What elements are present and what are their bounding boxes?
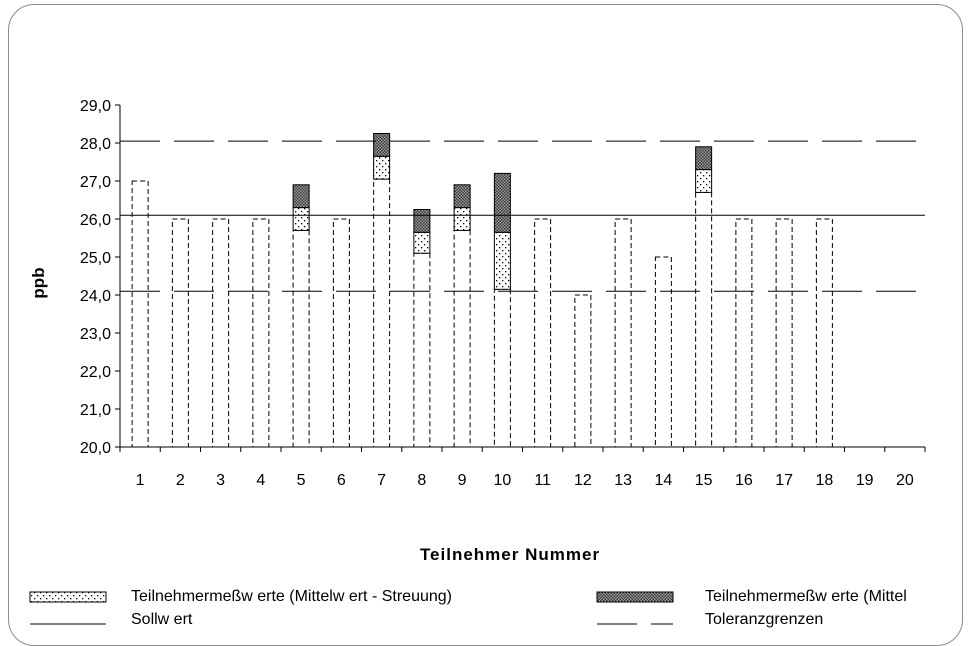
bar-2 xyxy=(171,218,189,448)
x-tick-label: 15 xyxy=(695,472,713,489)
bar-12 xyxy=(574,294,592,448)
x-tick-label: 8 xyxy=(417,472,426,489)
y-tick-label: 20,0 xyxy=(80,440,111,457)
bar-base-5 xyxy=(292,229,310,448)
x-tick-label: 11 xyxy=(534,472,551,489)
legend-label-spread-high: Teilnehmermeßw erte (Mittel xyxy=(705,588,907,605)
bar-3 xyxy=(212,218,230,448)
bar-13 xyxy=(614,218,632,448)
bar-11 xyxy=(534,218,552,448)
bar-4 xyxy=(252,218,270,448)
x-tick-label: 14 xyxy=(654,472,672,489)
x-tick-label: 9 xyxy=(458,472,467,489)
bar-spread-low-9 xyxy=(453,207,471,231)
bar-17 xyxy=(775,218,793,448)
y-tick-label: 25,0 xyxy=(80,250,111,267)
bar-18 xyxy=(815,218,833,448)
bar-spread-high-5 xyxy=(292,184,310,209)
bar-spread-high-10 xyxy=(493,172,511,233)
bar-base-10 xyxy=(493,288,511,448)
bar-1 xyxy=(131,180,149,448)
bar-base-8 xyxy=(413,252,431,448)
bar-spread-low-8 xyxy=(413,231,431,254)
x-tick-label: 6 xyxy=(337,472,346,489)
legend-label-spread-low: Teilnehmermeßw erte (Mittelw ert - Streu… xyxy=(131,588,452,605)
bar-14 xyxy=(654,256,672,448)
bar-spread-high-8 xyxy=(413,209,431,233)
bar-base-15 xyxy=(695,191,713,448)
legend-label-toleranz: Toleranzgrenzen xyxy=(705,611,824,628)
bar-base-7 xyxy=(373,178,391,448)
bar-base-9 xyxy=(453,229,471,448)
bar-6 xyxy=(332,218,350,448)
legend-swatch-spread-low xyxy=(29,591,107,603)
bar-spread-high-7 xyxy=(373,133,391,157)
y-tick-label: 24,0 xyxy=(80,288,111,305)
bar-spread-low-15 xyxy=(695,169,713,193)
chart: 20,0 21,0 22,0 23,0 24,0 25,0 26,0 27,0 28,0 29,0… xyxy=(29,98,926,625)
y-tick-label: 21,0 xyxy=(80,402,111,419)
y-tick-label: 26,0 xyxy=(80,212,111,229)
x-tick-label: 19 xyxy=(856,472,874,489)
x-tick-label: 18 xyxy=(815,472,833,489)
bar-16 xyxy=(735,218,753,448)
x-tick-label: 12 xyxy=(574,472,592,489)
x-tick-label: 7 xyxy=(377,472,386,489)
y-tick-label: 28,0 xyxy=(80,136,111,153)
y-axis-label: ppb xyxy=(29,267,48,298)
y-tick-label: 29,0 xyxy=(80,98,111,115)
x-axis-label: Teilnehmer Nummer xyxy=(420,545,600,564)
chart-frame xyxy=(8,4,963,646)
y-tick-label: 22,0 xyxy=(80,364,111,381)
x-tick-label: 5 xyxy=(297,472,306,489)
x-tick-label: 16 xyxy=(735,472,753,489)
y-tick-label: 27,0 xyxy=(80,174,111,191)
x-tick-label: 4 xyxy=(256,472,265,489)
x-tick-label: 17 xyxy=(775,472,793,489)
x-tick-label: 13 xyxy=(614,472,632,489)
x-tick-label: 2 xyxy=(176,472,185,489)
bar-spread-low-7 xyxy=(373,155,391,180)
bar-spread-high-15 xyxy=(695,146,713,171)
bar-spread-low-5 xyxy=(292,207,310,231)
legend-swatch-spread-high xyxy=(596,591,674,603)
x-tick-label: 10 xyxy=(493,472,511,489)
legend-label-sollwert: Sollw ert xyxy=(131,611,193,628)
x-tick-label: 20 xyxy=(896,472,914,489)
x-tick-label: 1 xyxy=(136,472,145,489)
x-tick-label: 3 xyxy=(216,472,225,489)
y-tick-label: 23,0 xyxy=(80,326,111,343)
bar-spread-high-9 xyxy=(453,184,471,209)
bar-spread-low-10 xyxy=(493,231,511,290)
